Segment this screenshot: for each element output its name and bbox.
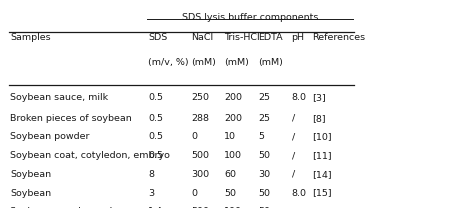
- Text: /: /: [292, 132, 295, 141]
- Text: 0.5: 0.5: [148, 132, 163, 141]
- Text: 100: 100: [224, 151, 242, 160]
- Text: SDS lysis buffer components: SDS lysis buffer components: [182, 13, 319, 22]
- Text: 200: 200: [224, 93, 242, 102]
- Text: 1.4: 1.4: [148, 207, 163, 208]
- Text: [3]: [3]: [312, 93, 326, 102]
- Text: 8: 8: [148, 170, 154, 179]
- Text: 288: 288: [191, 114, 210, 123]
- Text: 50: 50: [224, 189, 236, 198]
- Text: 25: 25: [258, 93, 270, 102]
- Text: (mM): (mM): [258, 58, 283, 67]
- Text: 0.5: 0.5: [148, 114, 163, 123]
- Text: pH: pH: [292, 33, 305, 42]
- Text: /: /: [292, 170, 295, 179]
- Text: NaCl: NaCl: [191, 33, 214, 42]
- Text: /: /: [292, 207, 295, 208]
- Text: SDS: SDS: [148, 33, 167, 42]
- Text: 0.5: 0.5: [148, 93, 163, 102]
- Text: 50: 50: [258, 151, 270, 160]
- Text: 8.0: 8.0: [292, 93, 307, 102]
- Text: /: /: [292, 114, 295, 123]
- Text: Soybean, meal, powder: Soybean, meal, powder: [10, 207, 122, 208]
- Text: 60: 60: [224, 170, 236, 179]
- Text: 5: 5: [258, 132, 264, 141]
- Text: Soybean powder: Soybean powder: [10, 132, 90, 141]
- Text: 0.5: 0.5: [148, 151, 163, 160]
- Text: Samples: Samples: [10, 33, 51, 42]
- Text: EDTA: EDTA: [258, 33, 283, 42]
- Text: Soybean sauce, milk: Soybean sauce, milk: [10, 93, 109, 102]
- Text: 500: 500: [191, 151, 210, 160]
- Text: [10]: [10]: [312, 132, 332, 141]
- Text: (m/v, %): (m/v, %): [148, 58, 189, 67]
- Text: 50: 50: [258, 207, 270, 208]
- Text: 0: 0: [191, 132, 198, 141]
- Text: 0: 0: [191, 189, 198, 198]
- Text: [14]: [14]: [312, 170, 332, 179]
- Text: Tris-HCl: Tris-HCl: [224, 33, 260, 42]
- Text: 300: 300: [191, 170, 210, 179]
- Text: Soybean: Soybean: [10, 170, 52, 179]
- Text: 200: 200: [224, 114, 242, 123]
- Text: (mM): (mM): [191, 58, 216, 67]
- Text: 50: 50: [258, 189, 270, 198]
- Text: 25: 25: [258, 114, 270, 123]
- Text: 30: 30: [258, 170, 270, 179]
- Text: (mM): (mM): [224, 58, 249, 67]
- Text: 250: 250: [191, 93, 210, 102]
- Text: [15]: [15]: [312, 189, 332, 198]
- Text: [11]: [11]: [312, 151, 332, 160]
- Text: 8.0: 8.0: [292, 189, 307, 198]
- Text: 500: 500: [191, 207, 210, 208]
- Text: References: References: [312, 33, 365, 42]
- Text: 100: 100: [224, 207, 242, 208]
- Text: [16]: [16]: [312, 207, 332, 208]
- Text: Broken pieces of soybean: Broken pieces of soybean: [10, 114, 132, 123]
- Text: [8]: [8]: [312, 114, 326, 123]
- Text: /: /: [292, 151, 295, 160]
- Text: 3: 3: [148, 189, 155, 198]
- Text: Soybean coat, cotyledon, embryo: Soybean coat, cotyledon, embryo: [10, 151, 170, 160]
- Text: 10: 10: [224, 132, 236, 141]
- Text: Soybean: Soybean: [10, 189, 52, 198]
